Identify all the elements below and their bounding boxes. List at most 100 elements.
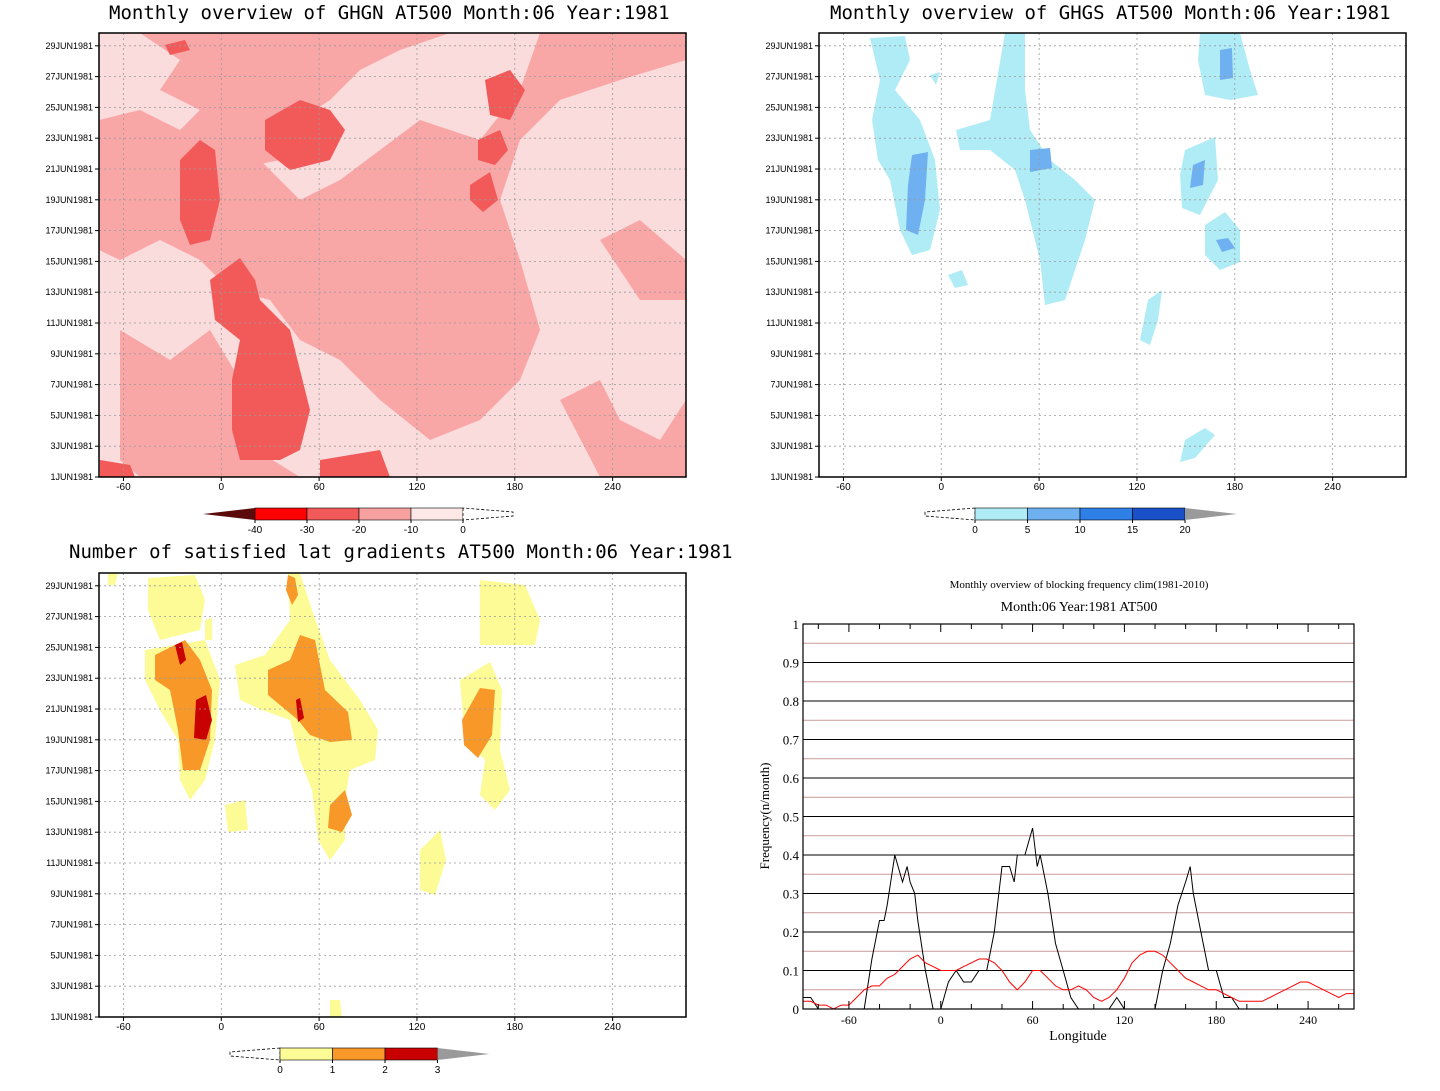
- x-tick-label: 60: [1034, 482, 1046, 493]
- line-chart-axes: 0 0.1 0.2 0.3 0.4 0.5 0.6 0.7 0.8 0.9 1 -60 0 60 120 18…: [783, 617, 1340, 1027]
- y-tick-label: 9JUN1981: [50, 889, 93, 899]
- y-tick-label: 21JUN1981: [45, 704, 93, 714]
- ghgn-title: Monthly overview of GHGN AT500 Month:06 …: [109, 2, 670, 24]
- colorbar-label: 3: [435, 1065, 441, 1076]
- x-tick-label: 0: [219, 482, 225, 493]
- y-tick-label: 15JUN1981: [45, 796, 93, 806]
- line-chart-frame: [802, 623, 1355, 1010]
- y-tick-label: 0.3: [783, 887, 799, 902]
- colorbar-segment: [254, 507, 308, 521]
- y-tick-label: 13JUN1981: [45, 287, 93, 297]
- lat-gradients-title: Number of satisfied lat gradients AT500 …: [69, 541, 733, 563]
- colorbar-label: 20: [1179, 525, 1191, 536]
- y-tick-label: 23JUN1981: [45, 133, 93, 143]
- x-tick-label: 180: [506, 482, 523, 493]
- lat-gradients-frame: [98, 572, 687, 1018]
- x-tick-label: 0: [219, 1022, 225, 1033]
- ghgn-frame: [98, 32, 687, 478]
- y-tick-label: 21JUN1981: [765, 164, 813, 174]
- y-tick-label: 21JUN1981: [45, 164, 93, 174]
- colorbar-label: 15: [1127, 525, 1139, 536]
- series-red-line: [803, 950, 1354, 1010]
- line-chart-xlabel: Longitude: [1049, 1029, 1107, 1044]
- y-tick-label: 0: [793, 1002, 800, 1017]
- y-tick-label: 29JUN1981: [45, 581, 93, 591]
- x-tick-label: -60: [841, 1013, 857, 1027]
- y-tick-label: 25JUN1981: [765, 102, 813, 112]
- line-chart-grid: [803, 623, 1354, 1010]
- y-tick-label: 27JUN1981: [45, 612, 93, 622]
- y-tick-label: 17JUN1981: [45, 766, 93, 776]
- colorbar-segment: [1027, 507, 1081, 521]
- y-tick-label: 11JUN1981: [46, 318, 93, 328]
- colorbar-label: -20: [352, 525, 367, 536]
- x-tick-label: 60: [314, 1022, 326, 1033]
- lat-gradients-colorbar: 0 1 2 3: [229, 1047, 490, 1076]
- x-tick-label: 0: [938, 1013, 944, 1027]
- colorbar-label: 0: [460, 525, 466, 536]
- x-tick-label: 60: [1027, 1013, 1039, 1027]
- y-tick-label: 19JUN1981: [45, 195, 93, 205]
- colorbar-label: 0: [277, 1065, 283, 1076]
- x-tick-label: 240: [604, 1022, 621, 1033]
- line-chart-subtitle: Month:06 Year:1981 AT500: [1001, 600, 1158, 615]
- colorbar-segment: [332, 1047, 386, 1061]
- x-tick-label: 180: [506, 1022, 523, 1033]
- ghgn-axes: -60 0 60 120 180 240 1JUN1981 3JUN1981 5JUN1981 7…: [45, 41, 621, 493]
- ghgs-grid: [819, 33, 1406, 478]
- y-tick-label: 19JUN1981: [765, 195, 813, 205]
- colorbar-right-end: [437, 1048, 490, 1060]
- y-tick-label: 0.8: [783, 694, 799, 709]
- y-tick-label: 0.5: [783, 810, 799, 825]
- x-tick-label: 240: [604, 482, 621, 493]
- y-tick-label: 17JUN1981: [765, 226, 813, 236]
- colorbar-label: 10: [1074, 525, 1086, 536]
- y-tick-label: 0.4: [783, 848, 800, 863]
- ghgn-colorbar: -40 -30 -20 -10 0: [203, 507, 514, 536]
- y-tick-label: 23JUN1981: [45, 673, 93, 683]
- colorbar-right-end: [462, 507, 514, 521]
- y-tick-label: 29JUN1981: [45, 41, 93, 51]
- y-tick-label: 19JUN1981: [45, 735, 93, 745]
- ghgs-heatmap: [819, 33, 1406, 477]
- y-tick-label: 13JUN1981: [45, 827, 93, 837]
- colorbar-segment: [974, 507, 1028, 521]
- y-tick-label: 1: [793, 617, 800, 632]
- colorbar-label: -30: [300, 525, 315, 536]
- series-black-line: [803, 827, 1354, 1010]
- x-tick-label: 120: [409, 482, 426, 493]
- x-tick-label: -60: [836, 482, 851, 493]
- ghgs-colorbar: 0 5 10 15 20: [924, 507, 1237, 536]
- colorbar-label: -10: [404, 525, 419, 536]
- x-tick-label: 120: [409, 1022, 426, 1033]
- x-tick-label: -60: [116, 1022, 131, 1033]
- y-tick-label: 5JUN1981: [770, 410, 813, 420]
- y-tick-label: 25JUN1981: [45, 642, 93, 652]
- colorbar-label: 0: [972, 525, 978, 536]
- colorbar-label: 5: [1025, 525, 1031, 536]
- colorbar-segment: [1132, 507, 1186, 521]
- y-tick-label: 7JUN1981: [50, 380, 93, 390]
- colorbar-segment: [306, 507, 360, 521]
- x-tick-label: -60: [116, 482, 131, 493]
- y-tick-label: 9JUN1981: [50, 349, 93, 359]
- y-tick-label: 1JUN1981: [770, 472, 813, 482]
- x-tick-label: 0: [939, 482, 945, 493]
- y-tick-label: 15JUN1981: [765, 256, 813, 266]
- y-tick-label: 3JUN1981: [770, 441, 813, 451]
- colorbar-label: 1: [330, 1065, 336, 1076]
- y-tick-label: 0.6: [783, 771, 800, 786]
- y-tick-label: 25JUN1981: [45, 102, 93, 112]
- y-tick-label: 7JUN1981: [50, 920, 93, 930]
- ghgn-grid: [99, 33, 686, 478]
- x-tick-label: 240: [1299, 1013, 1317, 1027]
- ghgn-heatmap: [99, 33, 686, 477]
- y-tick-label: 23JUN1981: [765, 133, 813, 143]
- y-tick-label: 1JUN1981: [50, 1012, 93, 1022]
- y-tick-label: 29JUN1981: [765, 41, 813, 51]
- colorbar-segment: [1079, 507, 1133, 521]
- colorbar-left-end: [203, 508, 255, 520]
- line-chart-title: Monthly overview of blocking frequency c…: [950, 579, 1209, 591]
- lat-gradients-axes: -60 0 60 120 180 240 1JUN1981 3JUN1981 5JUN1981 7…: [45, 581, 621, 1033]
